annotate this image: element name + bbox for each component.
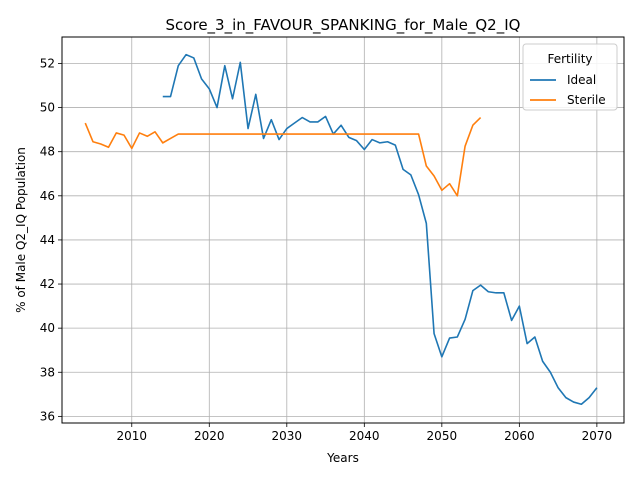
x-tick-label: 2040 [349,429,380,443]
x-tick-label: 2010 [116,429,147,443]
legend-label-ideal: Ideal [567,73,596,87]
y-tick-label: 44 [40,233,55,247]
y-tick-label: 36 [40,409,55,423]
legend-title: Fertility [547,52,592,66]
legend-box [522,43,618,111]
x-axis-label: Years [326,451,359,465]
grid [62,37,624,423]
series-line-ideal [162,53,598,406]
x-tick-label: 2060 [504,429,535,443]
y-tick-label: 40 [40,321,55,335]
x-tick-label: 2070 [582,429,613,443]
chart-title: Score_3_in_FAVOUR_SPANKING_for_Male_Q2_I… [166,16,521,35]
legend: Fertility Ideal Sterile [522,43,618,111]
y-tick-label: 46 [40,189,55,203]
y-tick-label: 38 [40,365,55,379]
x-tick-label: 2050 [427,429,458,443]
y-tick-label: 48 [40,145,55,159]
y-axis-ticks: 36 38 40 42 44 46 48 50 52 [40,56,62,423]
series-group [84,53,598,406]
plot-frame [61,36,625,424]
y-tick-label: 52 [40,56,55,70]
y-tick-label: 50 [40,101,55,115]
y-tick-label: 42 [40,277,55,291]
series-line-sterile [84,116,482,197]
x-tick-label: 2030 [272,429,303,443]
x-axis-ticks: 2010 2020 2030 2040 2050 2060 2070 [116,423,612,443]
x-tick-label: 2020 [194,429,225,443]
legend-label-sterile: Sterile [567,93,606,107]
y-axis-label: % of Male Q2_IQ Population [14,147,28,313]
